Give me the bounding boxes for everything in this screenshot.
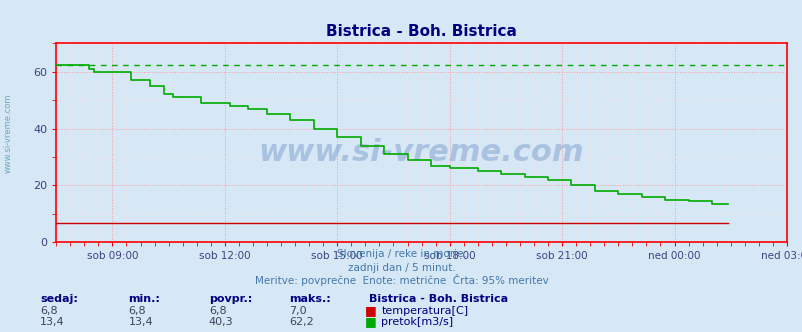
Text: Bistrica - Boh. Bistrica: Bistrica - Boh. Bistrica (369, 294, 508, 304)
Text: Meritve: povprečne  Enote: metrične  Črta: 95% meritev: Meritve: povprečne Enote: metrične Črta:… (254, 274, 548, 286)
Text: ■: ■ (365, 304, 377, 317)
Text: 6,8: 6,8 (128, 306, 146, 316)
Text: zadnji dan / 5 minut.: zadnji dan / 5 minut. (347, 263, 455, 273)
Text: 40,3: 40,3 (209, 317, 233, 327)
Text: temperatura[C]: temperatura[C] (381, 306, 468, 316)
Text: pretok[m3/s]: pretok[m3/s] (381, 317, 453, 327)
Text: Slovenija / reke in morje.: Slovenija / reke in morje. (336, 249, 466, 259)
Text: sedaj:: sedaj: (40, 294, 78, 304)
Text: 13,4: 13,4 (128, 317, 153, 327)
Title: Bistrica - Boh. Bistrica: Bistrica - Boh. Bistrica (326, 24, 516, 39)
Text: povpr.:: povpr.: (209, 294, 252, 304)
Text: 13,4: 13,4 (40, 317, 65, 327)
Text: 6,8: 6,8 (209, 306, 226, 316)
Text: min.:: min.: (128, 294, 160, 304)
Text: www.si-vreme.com: www.si-vreme.com (4, 93, 13, 173)
Text: 6,8: 6,8 (40, 306, 58, 316)
Text: ■: ■ (365, 315, 377, 328)
Text: www.si-vreme.com: www.si-vreme.com (258, 138, 584, 167)
Text: 7,0: 7,0 (289, 306, 306, 316)
Text: 62,2: 62,2 (289, 317, 314, 327)
Text: maks.:: maks.: (289, 294, 330, 304)
